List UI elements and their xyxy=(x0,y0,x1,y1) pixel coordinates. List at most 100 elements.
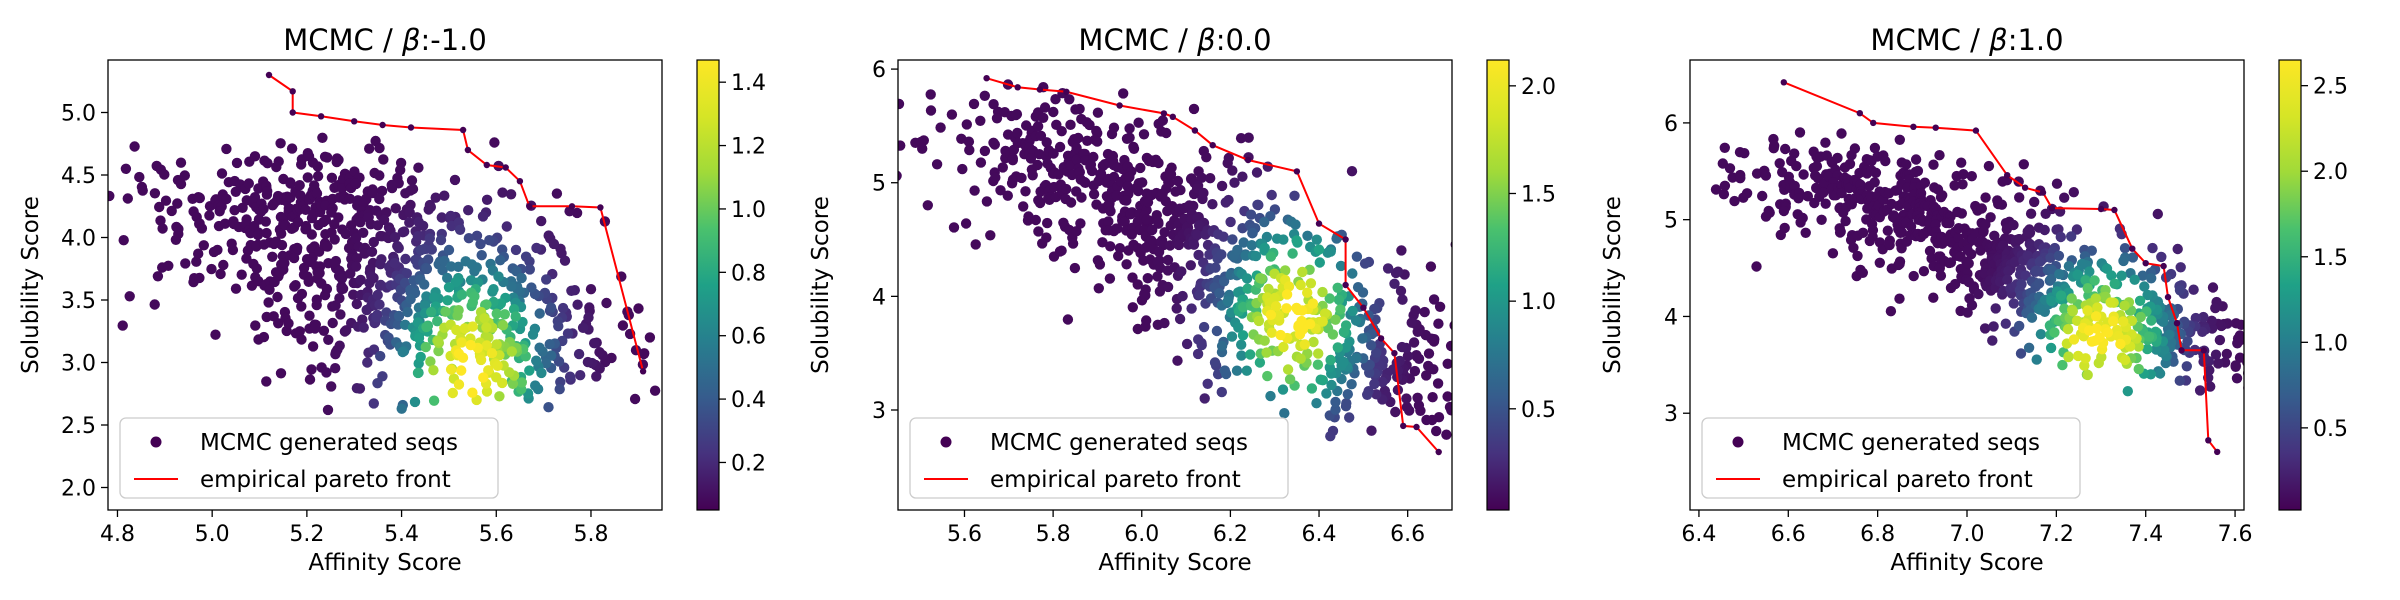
scatter-point xyxy=(1848,242,1859,253)
scatter-point xyxy=(1027,170,1038,181)
scatter-point xyxy=(1453,332,1463,342)
scatter-point xyxy=(267,251,278,262)
legend: MCMC generated seqs empirical pareto fron… xyxy=(1701,417,2081,499)
scatter-point xyxy=(355,274,366,286)
scatter-point xyxy=(1467,373,1477,383)
scatter-point xyxy=(1240,250,1251,261)
scatter-point xyxy=(2051,178,2063,189)
scatter-point xyxy=(1304,318,1316,330)
scatter-point xyxy=(1114,243,1126,254)
scatter-point xyxy=(1124,123,1135,134)
scatter-point xyxy=(963,136,975,147)
scatter-point xyxy=(1844,158,1856,170)
scatter-point xyxy=(415,244,427,256)
y-tick-label: 3 xyxy=(872,399,886,424)
scatter-point xyxy=(1220,197,1232,208)
scatter-point xyxy=(594,347,605,358)
scatter-point xyxy=(1177,290,1188,302)
scatter-point xyxy=(572,299,583,310)
scatter-point xyxy=(2000,318,2012,329)
scatter-point xyxy=(1159,227,1170,238)
scatter-point xyxy=(2205,381,2216,392)
y-tick-label: 4 xyxy=(1664,305,1678,330)
scatter-point xyxy=(492,360,503,371)
scatter-point xyxy=(2221,348,2232,360)
scatter-point xyxy=(2055,231,2066,243)
scatter-point xyxy=(1957,179,1968,190)
scatter-point xyxy=(1171,303,1182,314)
scatter-point xyxy=(1466,407,1476,417)
scatter-points xyxy=(870,79,1477,442)
colorbar-tick-label: 2.5 xyxy=(2313,75,2348,100)
scatter-point xyxy=(1427,392,1438,403)
scatter-point xyxy=(686,376,696,386)
scatter-point xyxy=(1894,258,1905,270)
scatter-point xyxy=(1988,321,1999,332)
scatter-point xyxy=(322,152,333,163)
scatter-point xyxy=(198,240,209,251)
scatter-point xyxy=(1944,217,1955,229)
x-tick-label: 5.0 xyxy=(195,522,230,547)
scatter-point xyxy=(2066,293,2077,304)
scatter-point xyxy=(2063,351,2074,363)
scatter-point xyxy=(1441,429,1452,440)
y-tick-label: 3.0 xyxy=(61,352,96,377)
scatter-point xyxy=(1330,404,1341,415)
scatter-point xyxy=(989,139,1000,150)
scatter-point xyxy=(437,265,448,276)
scatter-point xyxy=(1227,165,1238,176)
scatter-point xyxy=(421,263,433,275)
scatter-point xyxy=(1797,212,1808,224)
scatter-point xyxy=(960,218,972,229)
scatter-point xyxy=(1346,166,1358,177)
scatter-point xyxy=(1273,310,1285,321)
scatter-point xyxy=(296,301,307,312)
scatter-point xyxy=(577,322,589,333)
scatter-point xyxy=(273,318,284,329)
scatter-point xyxy=(409,396,421,408)
scatter-point xyxy=(261,227,272,239)
scatter-point xyxy=(467,321,478,332)
pareto-point xyxy=(2021,184,2029,191)
pareto-point xyxy=(1972,127,1980,134)
scatter-point xyxy=(1188,239,1200,250)
pareto-point xyxy=(379,121,386,129)
scatter-point xyxy=(1092,136,1103,147)
scatter-point xyxy=(1937,190,1948,201)
pareto-point xyxy=(1160,110,1168,117)
scatter-point xyxy=(358,227,369,238)
scatter-point xyxy=(283,318,294,329)
scatter-point xyxy=(2194,385,2206,396)
scatter-point xyxy=(536,215,547,227)
scatter-point xyxy=(2206,315,2217,326)
scatter-point xyxy=(1306,383,1318,394)
scatter-point xyxy=(2255,361,2265,371)
scatter-point xyxy=(442,295,453,306)
scatter-point xyxy=(1299,339,1311,350)
scatter-point xyxy=(478,372,489,383)
scatter-point xyxy=(227,244,239,256)
scatter-point xyxy=(348,289,359,300)
scatter-point xyxy=(870,101,880,111)
scatter-point xyxy=(2213,358,2224,369)
pareto-point xyxy=(289,88,296,95)
x-tick-label: 5.8 xyxy=(573,522,608,547)
scatter-point xyxy=(1341,398,1352,409)
scatter-point xyxy=(194,272,205,284)
scatter-point xyxy=(1335,260,1347,272)
scatter-point xyxy=(288,252,300,264)
scatter-point xyxy=(1317,316,1328,327)
scatter-point xyxy=(931,159,943,170)
scatter-point xyxy=(1250,250,1262,262)
scatter-point xyxy=(506,281,517,292)
scatter-point xyxy=(2026,312,2038,323)
scatter-point xyxy=(2255,343,2265,353)
scatter-point xyxy=(1908,270,1919,282)
x-tick-label: 6.0 xyxy=(1124,522,1159,547)
scatter-point xyxy=(2133,363,2144,375)
scatter-point xyxy=(1235,133,1247,144)
pareto-point xyxy=(459,126,467,134)
scatter-point xyxy=(1421,370,1432,381)
scatter-point xyxy=(166,205,177,217)
scatter-point xyxy=(1229,177,1240,188)
